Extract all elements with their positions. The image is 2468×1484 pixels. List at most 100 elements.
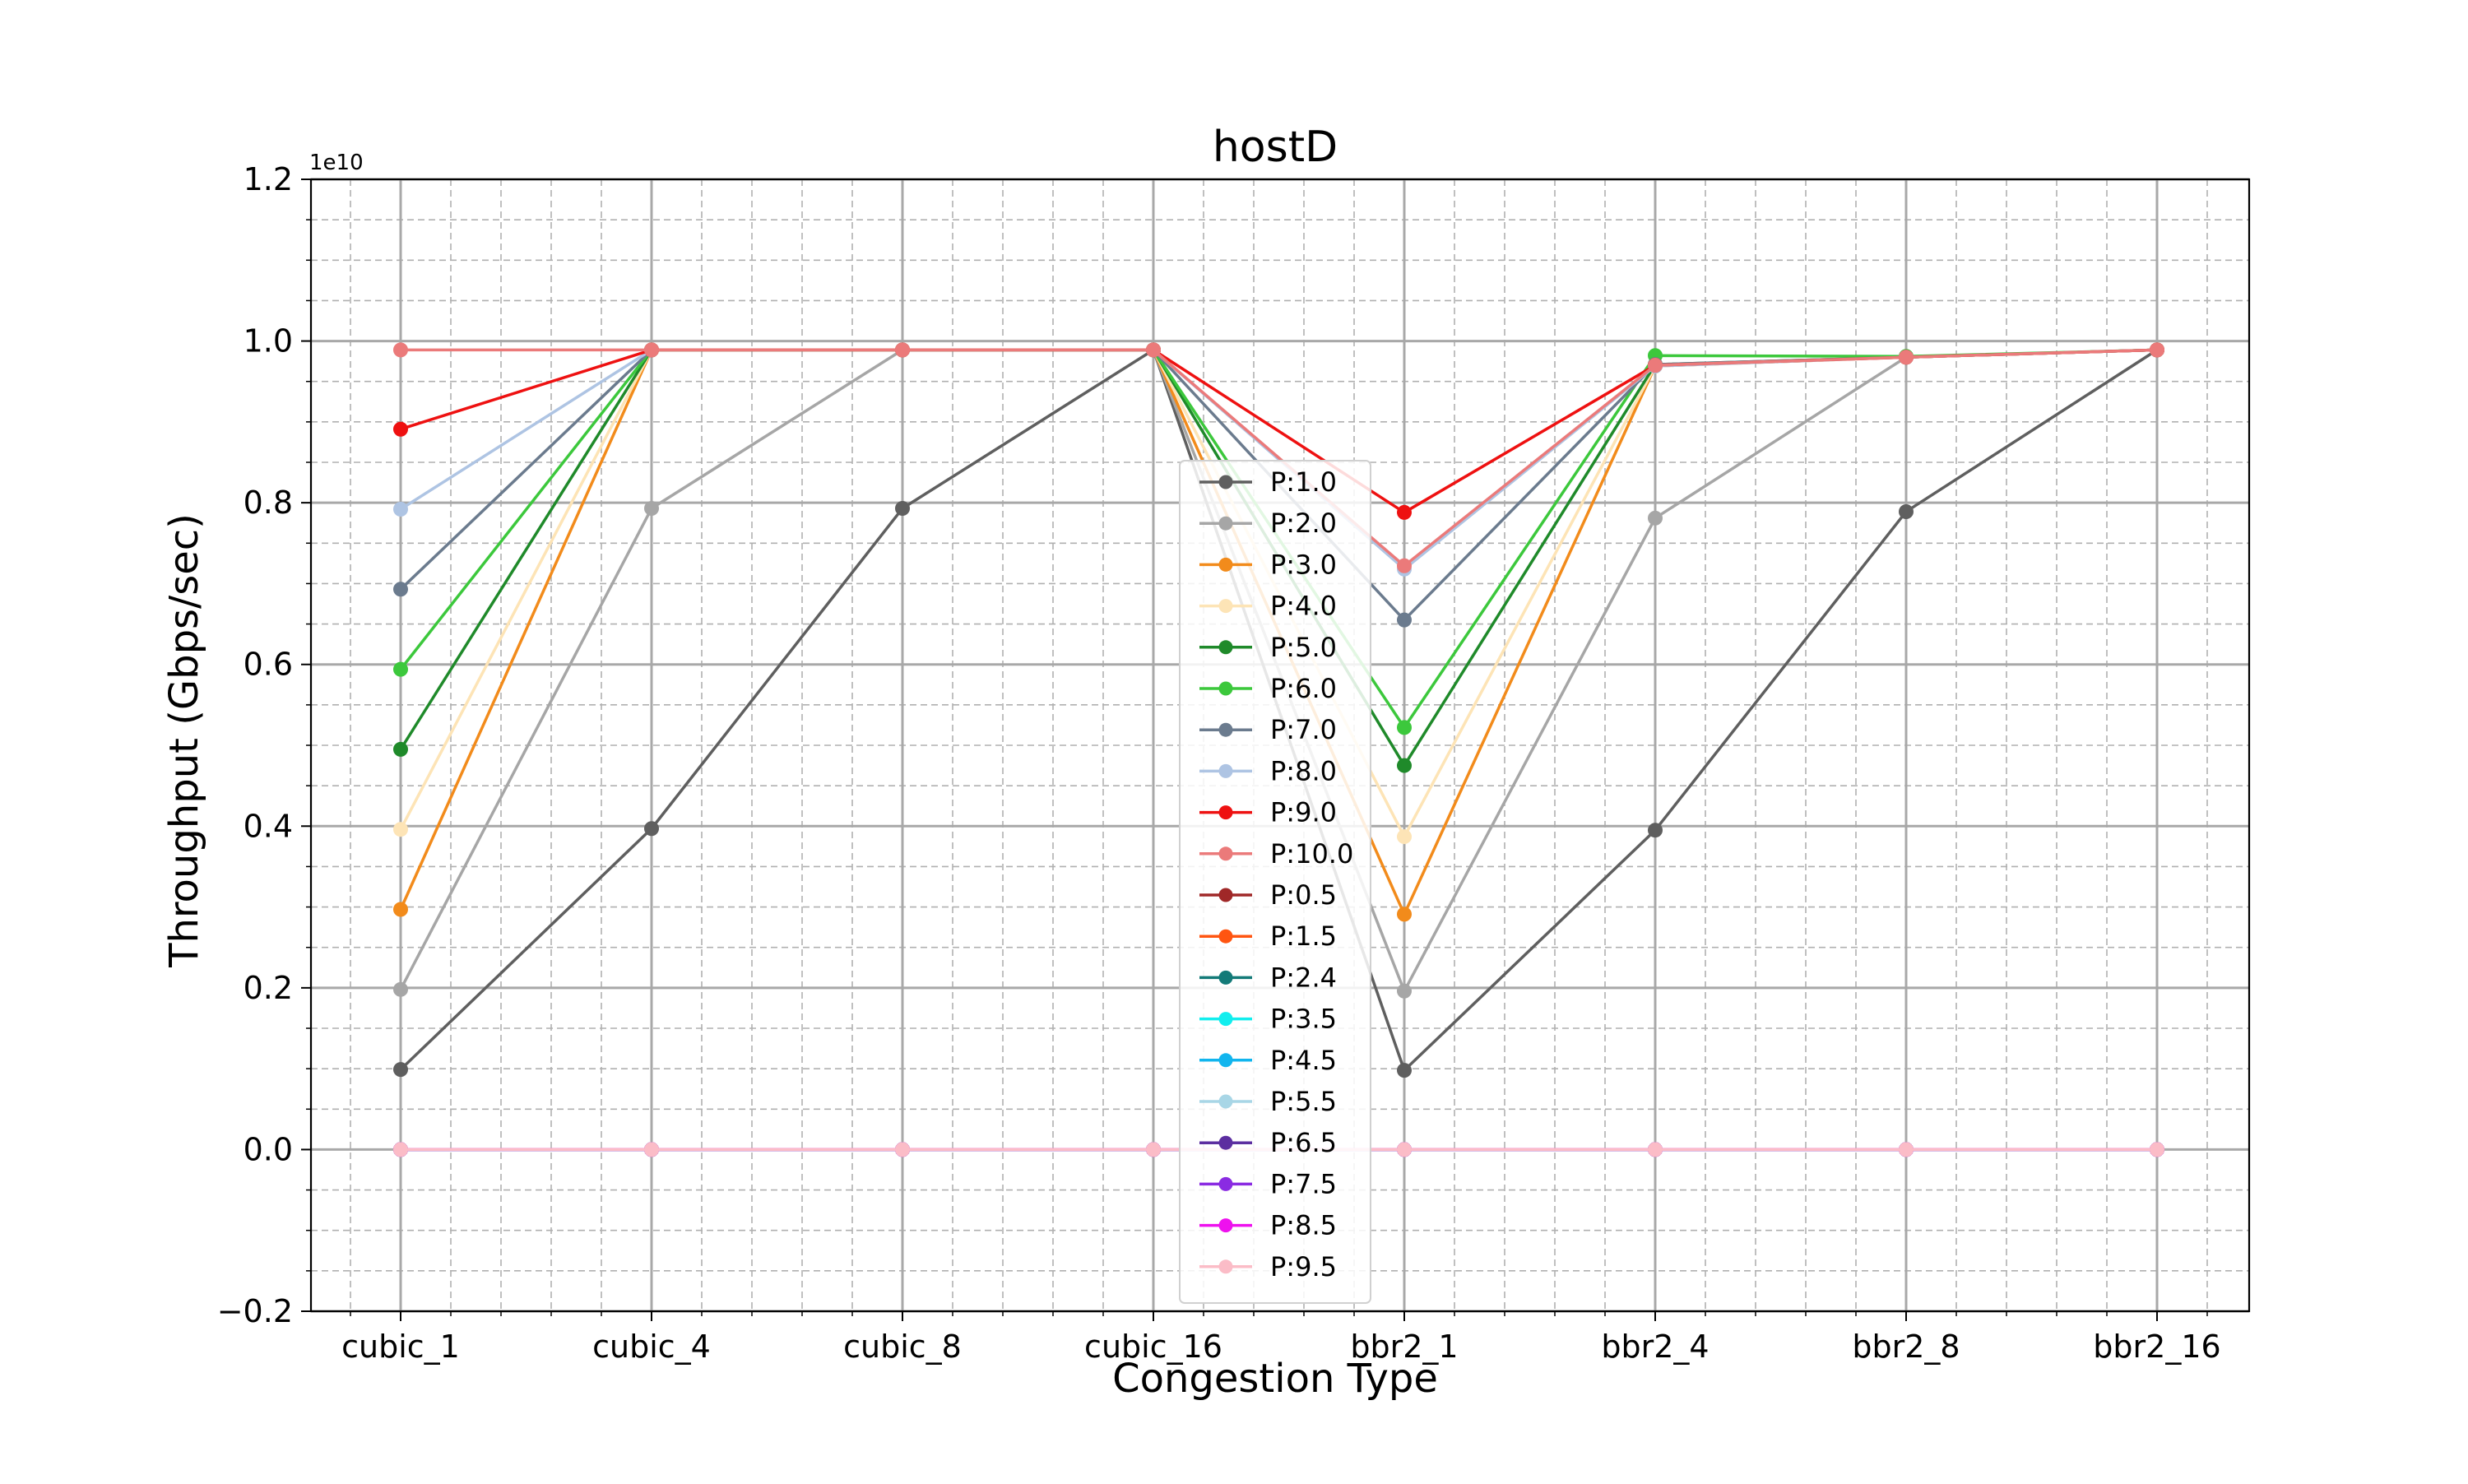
data-point — [393, 502, 408, 517]
data-point — [2150, 342, 2164, 358]
data-point — [644, 1142, 659, 1157]
data-point — [895, 501, 910, 517]
legend-label: P:1.0 — [1270, 466, 1337, 498]
data-point — [393, 661, 408, 677]
y-tick-label: 1.0 — [244, 323, 293, 359]
chart-title: hostD — [1213, 123, 1338, 172]
data-point — [1146, 342, 1161, 358]
y-offset-label: 1e10 — [309, 151, 364, 175]
x-tick-label: bbr2_4 — [1601, 1329, 1709, 1365]
legend-label: P:8.0 — [1270, 755, 1337, 786]
data-point — [1899, 503, 1914, 519]
data-point — [1397, 829, 1412, 845]
legend-swatch-marker — [1218, 557, 1233, 572]
y-tick-label: 0.4 — [244, 808, 293, 844]
legend-label: P:6.5 — [1270, 1127, 1337, 1158]
data-point — [1397, 558, 1412, 573]
data-point — [1397, 983, 1412, 999]
data-point — [1397, 1063, 1412, 1078]
legend-swatch-marker — [1218, 1012, 1233, 1027]
y-tick-label: 0.0 — [244, 1131, 293, 1167]
legend-label: P:7.0 — [1270, 714, 1337, 745]
legend-label: P:4.0 — [1270, 591, 1337, 622]
data-point — [393, 1142, 408, 1157]
data-point — [644, 821, 659, 837]
series-layer — [393, 342, 2164, 1157]
series-line-P-10-0 — [401, 348, 2158, 568]
data-point — [393, 582, 408, 597]
legend-swatch-marker — [1218, 681, 1233, 696]
data-point — [1397, 758, 1412, 773]
legend-label: P:8.5 — [1270, 1210, 1337, 1241]
legend-swatch-marker — [1218, 1176, 1233, 1191]
legend-swatch-marker — [1218, 722, 1233, 737]
data-point — [393, 1062, 408, 1078]
legend-label: P:3.5 — [1270, 1004, 1337, 1035]
x-tick-label: cubic_8 — [843, 1329, 962, 1365]
data-point — [895, 342, 910, 358]
data-point — [1648, 1142, 1663, 1157]
x-tick-label: bbr2_16 — [2093, 1329, 2220, 1365]
legend: P:1.0 P:2.0 P:3.0 P:4.0 P:5.0 P:6.0 P:7.0 P:8.0… — [1179, 460, 1371, 1304]
data-point — [393, 741, 408, 757]
legend-label: P:9.5 — [1270, 1251, 1337, 1282]
legend-label: P:5.5 — [1270, 1086, 1337, 1117]
legend-swatch-marker — [1218, 1053, 1233, 1068]
legend-swatch-marker — [1218, 599, 1233, 614]
legend-label: P:6.0 — [1270, 673, 1337, 704]
legend-swatch-marker — [1218, 846, 1233, 861]
legend-label: P:2.4 — [1270, 962, 1337, 993]
data-point — [393, 342, 408, 358]
legend-label: P:1.5 — [1270, 921, 1337, 952]
legend-label: P:4.5 — [1270, 1045, 1337, 1076]
x-tick-label: cubic_16 — [1084, 1329, 1222, 1365]
legend-label: P:5.0 — [1270, 632, 1337, 663]
x-tick-label: bbr2_8 — [1852, 1329, 1960, 1365]
data-point — [1397, 720, 1412, 735]
legend-swatch-marker — [1218, 1259, 1233, 1274]
y-tick-label: 0.2 — [244, 970, 293, 1006]
legend-swatch-marker — [1218, 1094, 1233, 1109]
legend-swatch-marker — [1218, 763, 1233, 778]
legend-swatch-marker — [1218, 1218, 1233, 1233]
legend-label: P:2.0 — [1270, 508, 1337, 539]
data-point — [1648, 358, 1663, 373]
data-point — [393, 421, 408, 437]
y-axis-label: Throughput (Gbps/sec) — [161, 513, 207, 968]
data-point — [1648, 823, 1663, 838]
data-point — [1397, 612, 1412, 628]
data-point — [1397, 907, 1412, 922]
data-point — [1899, 1142, 1914, 1157]
x-axis-label: Congestion Type — [1112, 1356, 1438, 1402]
legend-swatch-marker — [1218, 929, 1233, 944]
legend-label: P:3.0 — [1270, 549, 1337, 580]
data-point — [393, 902, 408, 917]
data-point — [2150, 1142, 2164, 1157]
legend-box — [1179, 460, 1371, 1304]
y-tick-label: 1.2 — [244, 161, 293, 197]
legend-swatch-marker — [1218, 970, 1233, 985]
data-point — [895, 1142, 910, 1157]
data-point — [1648, 510, 1663, 526]
legend-swatch-marker — [1218, 640, 1233, 655]
y-tick-label: −0.2 — [217, 1293, 293, 1329]
x-tick-label: bbr2_1 — [1350, 1329, 1458, 1365]
tick-layer: −0.2 0.0 0.2 0.4 0.6 0.8 1.0 1.2 cubic_1 cubic_4 c… — [217, 161, 2221, 1365]
legend-swatch-marker — [1218, 888, 1233, 902]
legend-swatch-marker — [1218, 1135, 1233, 1150]
legend-label: P:10.0 — [1270, 838, 1353, 870]
legend-swatch-marker — [1218, 805, 1233, 820]
data-point — [644, 501, 659, 517]
data-point — [393, 981, 408, 997]
data-point — [1146, 1142, 1161, 1157]
data-point — [393, 822, 408, 837]
legend-swatch-marker — [1218, 516, 1233, 531]
x-tick-label: cubic_4 — [592, 1329, 711, 1365]
data-point — [1397, 504, 1412, 520]
data-point — [644, 342, 659, 358]
y-tick-label: 0.8 — [244, 485, 293, 521]
legend-swatch-marker — [1218, 475, 1233, 489]
legend-label: P:9.0 — [1270, 797, 1337, 828]
